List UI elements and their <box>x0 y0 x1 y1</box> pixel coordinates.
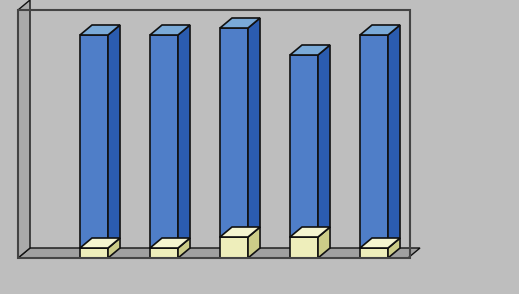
Polygon shape <box>360 248 388 258</box>
Polygon shape <box>150 248 178 258</box>
Polygon shape <box>290 237 318 258</box>
Polygon shape <box>150 25 190 35</box>
Polygon shape <box>220 28 248 237</box>
Polygon shape <box>290 45 330 55</box>
Polygon shape <box>318 227 330 258</box>
Polygon shape <box>80 238 120 248</box>
Polygon shape <box>248 227 260 258</box>
Polygon shape <box>318 45 330 237</box>
Polygon shape <box>360 238 400 248</box>
Polygon shape <box>248 18 260 237</box>
Polygon shape <box>360 25 400 35</box>
Polygon shape <box>18 0 30 258</box>
Polygon shape <box>388 25 400 248</box>
Polygon shape <box>178 25 190 248</box>
Polygon shape <box>290 227 330 237</box>
Polygon shape <box>178 238 190 258</box>
Polygon shape <box>290 55 318 237</box>
Polygon shape <box>150 35 178 248</box>
Polygon shape <box>18 248 420 258</box>
Polygon shape <box>80 35 108 248</box>
Polygon shape <box>220 237 248 258</box>
Polygon shape <box>108 25 120 248</box>
Polygon shape <box>220 227 260 237</box>
Polygon shape <box>220 18 260 28</box>
Polygon shape <box>388 238 400 258</box>
Polygon shape <box>108 238 120 258</box>
Polygon shape <box>360 35 388 248</box>
Polygon shape <box>150 238 190 248</box>
Polygon shape <box>80 25 120 35</box>
Polygon shape <box>80 248 108 258</box>
